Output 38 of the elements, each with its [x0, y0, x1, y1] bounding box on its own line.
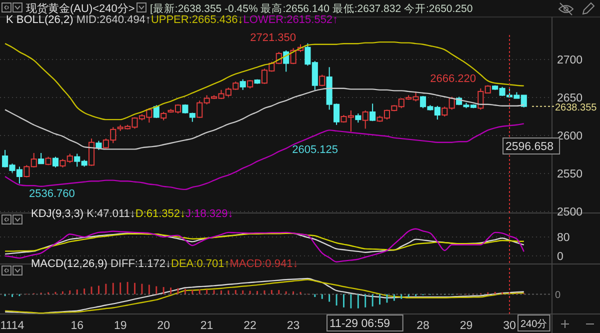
series-label: K:47.011↓ — [86, 208, 136, 220]
series-label: J:18.329↓ — [186, 208, 234, 220]
x-tick-label: 21 — [200, 320, 214, 332]
series-label: DEA:0.701↑ — [171, 258, 230, 270]
x-tick-label: 22 — [244, 320, 256, 332]
y-tick-label: 80 — [557, 232, 570, 244]
text: MID:2640.494↑ — [76, 14, 151, 26]
annotation: 2536.760 — [29, 188, 75, 200]
chart-title: 现货黄金(AU)<240分> — [26, 2, 135, 15]
y-tick-label: 2500 — [557, 206, 583, 218]
x-tick-label: 20 — [157, 320, 170, 332]
y-tick-label: 2700 — [557, 54, 583, 67]
x-tick-label: 16 — [70, 320, 84, 332]
chart-subtitle: [最新:2638.355 -0.45% 最高:2656.140 最低:2637.832 今开:2650.250 — [150, 2, 473, 15]
ref-line-label: 2638.355 — [555, 102, 598, 114]
annotation: 2666.220 — [430, 73, 476, 85]
legend-title: K BOLL(26,2) — [6, 14, 76, 26]
text: 11-29 06:59 — [330, 318, 390, 330]
y-tick-label: 0 — [557, 250, 564, 263]
y-tick-label: 2650 — [557, 92, 583, 105]
legend-title: KDJ(9,3,3) — [31, 208, 87, 220]
x-tick-label: 29 — [460, 320, 473, 332]
series-label: MACD:0.941↓ — [230, 258, 298, 270]
x-tick-label: 1114 — [0, 320, 25, 332]
y-tick-label: 2550 — [557, 168, 583, 180]
series-label: D:61.352↓ — [135, 208, 186, 220]
annotation: 2721.350 — [250, 32, 296, 44]
text: LOWER:2615.552↑ — [243, 14, 338, 26]
x-tick-label: 23 — [286, 320, 300, 332]
x-tick-label: 28 — [416, 320, 430, 332]
x-tick-label: 30 — [503, 320, 516, 332]
text: UPPER:2665.436↓ — [150, 14, 244, 26]
legend-title: MACD(12,26,9) — [31, 258, 110, 270]
annotation: 2605.125 — [292, 144, 338, 156]
x-tick-label: 19 — [114, 320, 127, 332]
annotation: 2596.658 — [506, 141, 554, 153]
series-label: DIFF:1.172↓ — [110, 258, 172, 270]
text: 240分 — [520, 318, 548, 330]
